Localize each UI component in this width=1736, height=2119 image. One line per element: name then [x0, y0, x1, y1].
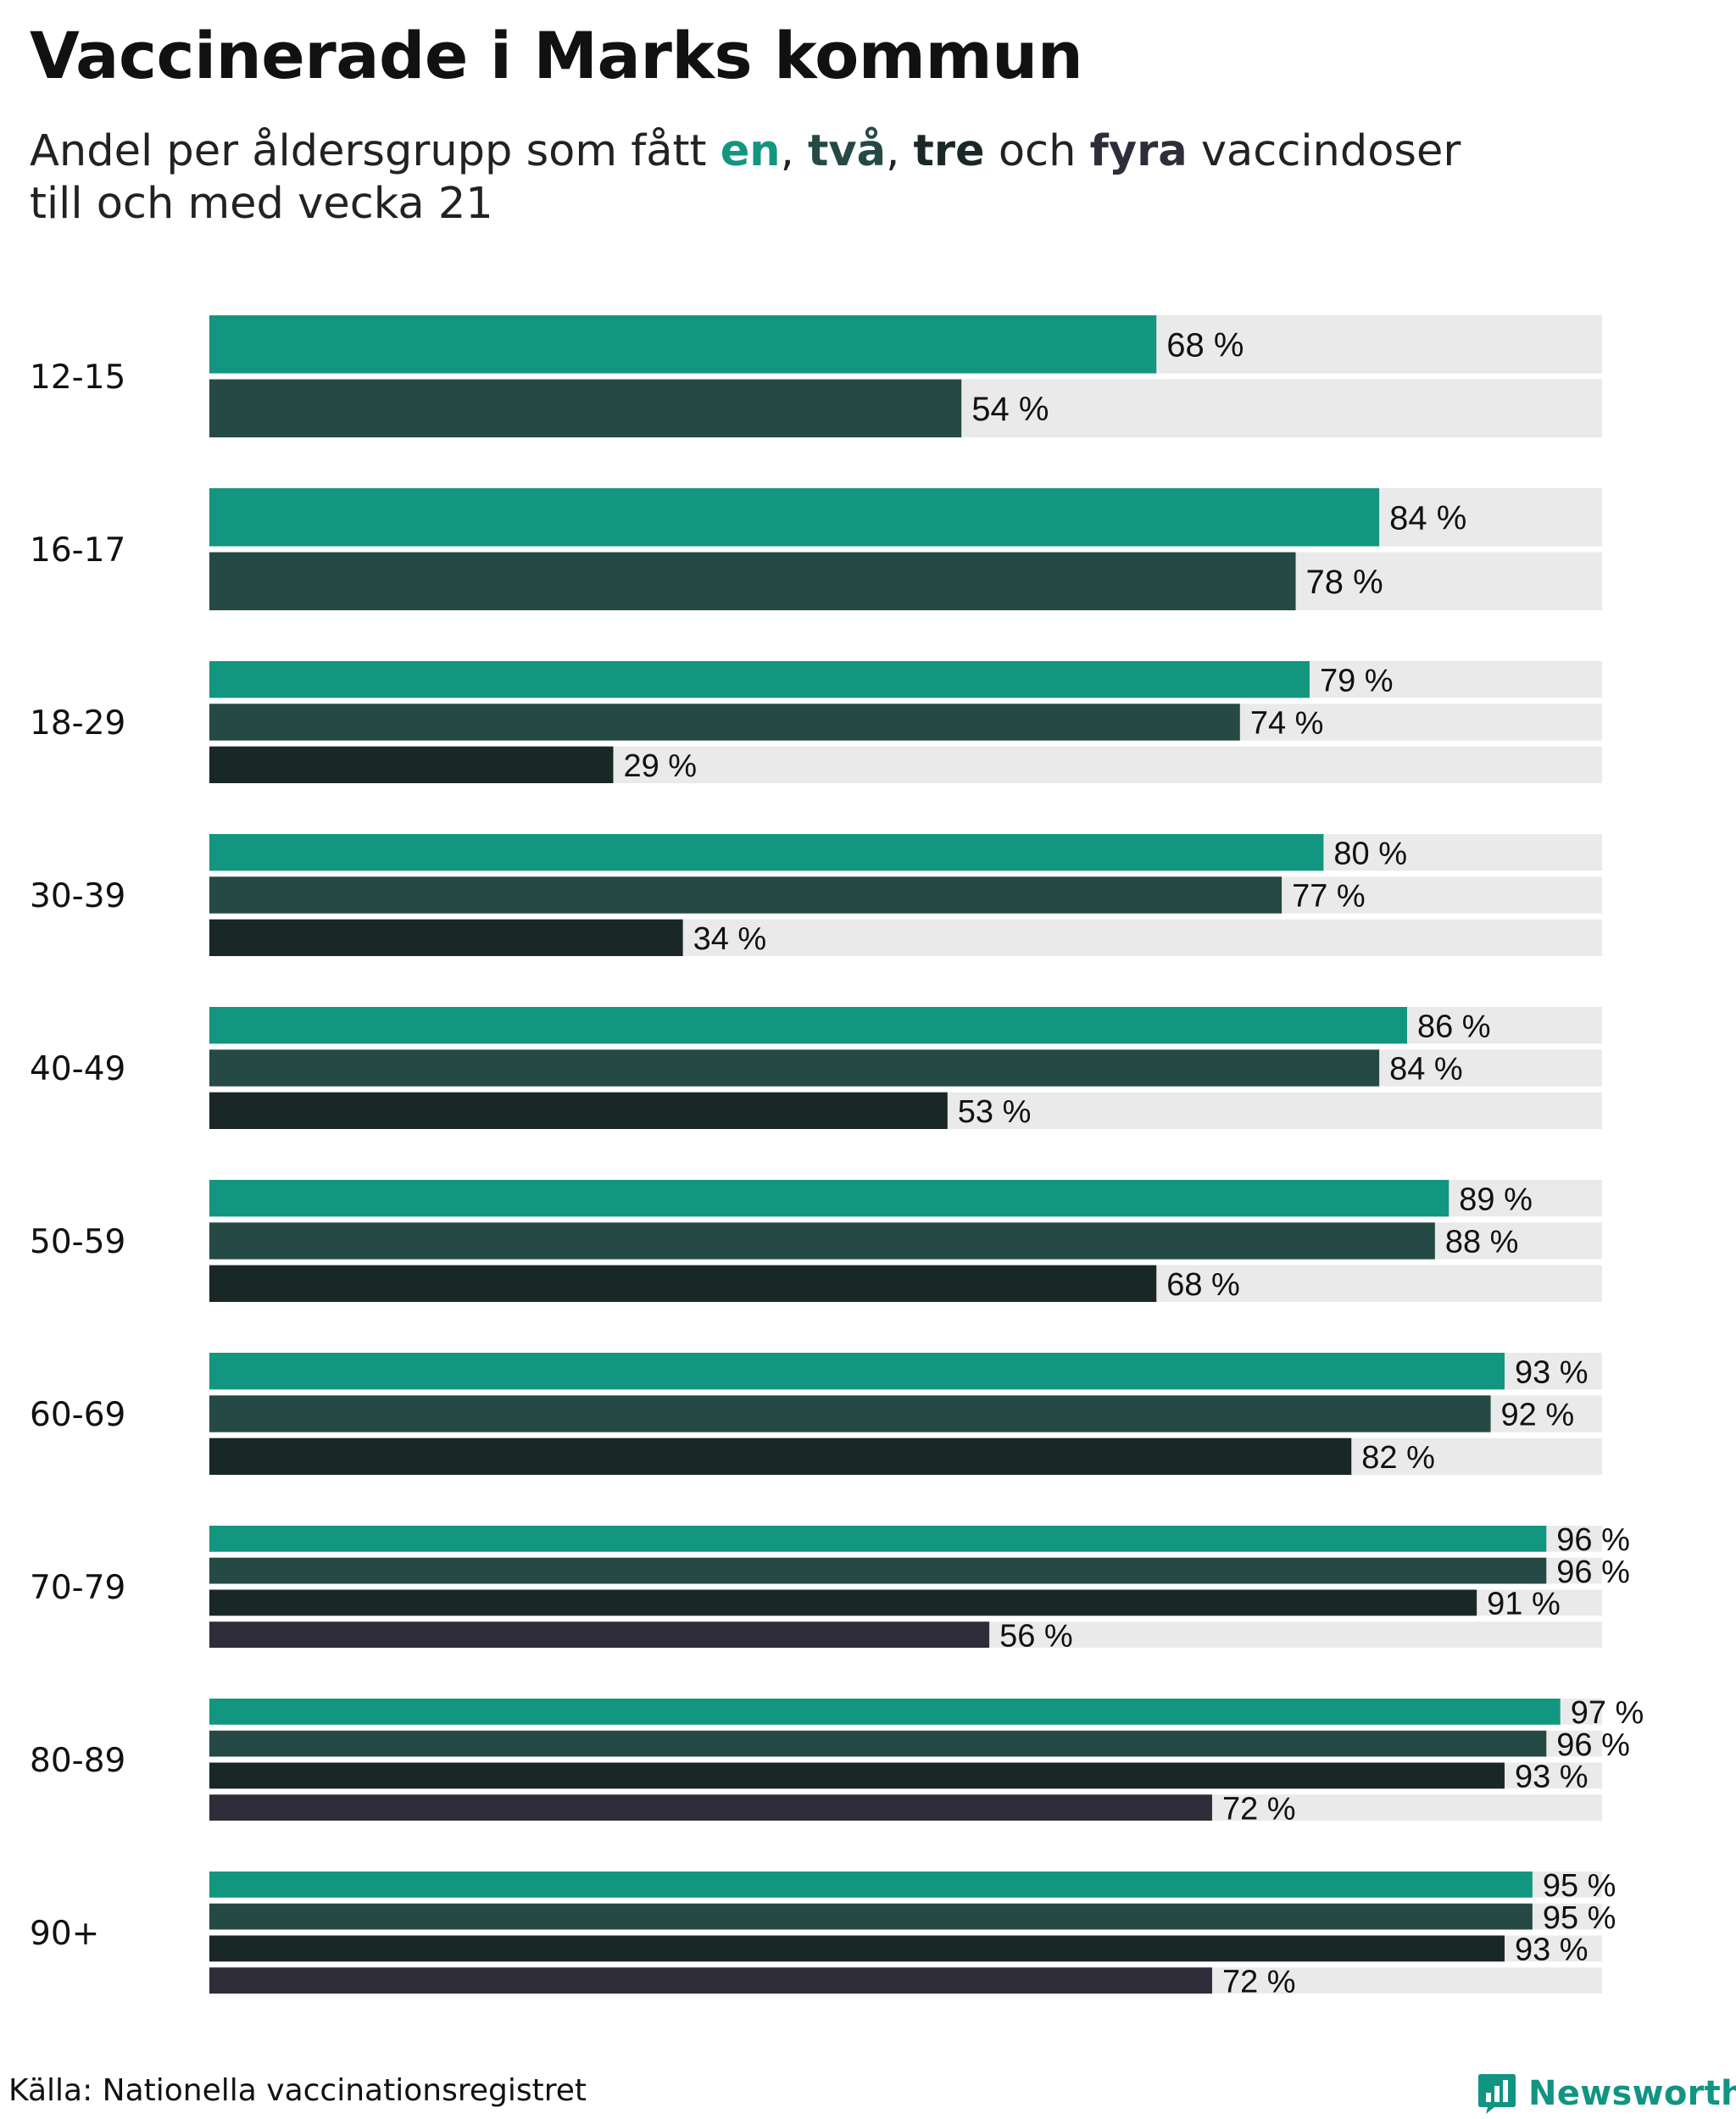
bar	[209, 876, 1283, 914]
data-label: 79 %	[1320, 663, 1394, 698]
category-label: 80-89	[30, 1742, 125, 1780]
subtitle-suffix: vaccindoser	[1187, 126, 1461, 176]
data-label: 74 %	[1250, 706, 1324, 742]
subtitle-prefix: Andel per åldersgrupp som fått	[30, 126, 721, 176]
category-label: 16-17	[30, 531, 125, 570]
bar	[209, 1730, 1547, 1757]
data-label: 97 %	[1571, 1695, 1644, 1731]
data-label: 96 %	[1556, 1522, 1630, 1558]
category-label: 90+	[30, 1915, 99, 1953]
data-label: 56 %	[999, 1618, 1073, 1654]
bar	[209, 1589, 1477, 1616]
chart-subtitle: Andel per åldersgrupp som fått en, två, …	[30, 125, 1640, 231]
bar	[209, 1353, 1505, 1390]
bar	[209, 746, 614, 783]
bar	[209, 1438, 1352, 1475]
data-label: 93 %	[1515, 1933, 1589, 1968]
bar	[209, 552, 1296, 610]
data-label: 80 %	[1333, 836, 1407, 871]
bar	[209, 1222, 1435, 1260]
bar	[209, 488, 1380, 547]
subtitle-separator-2: ,	[886, 126, 914, 176]
bar	[209, 1049, 1380, 1087]
data-label: 96 %	[1556, 1727, 1630, 1763]
category-label: 18-29	[30, 704, 125, 742]
data-label: 78 %	[1306, 564, 1383, 601]
data-label: 68 %	[1166, 1267, 1240, 1303]
bar	[209, 379, 962, 437]
bar	[209, 1395, 1491, 1432]
data-label: 84 %	[1389, 500, 1466, 537]
subtitle-separator-1: ,	[780, 126, 809, 176]
subtitle-separator-3: och	[984, 126, 1090, 176]
bar	[209, 1935, 1505, 1962]
bar	[209, 1557, 1547, 1584]
subtitle-dose-two: två	[808, 126, 887, 176]
data-label: 93 %	[1515, 1760, 1589, 1795]
data-label: 86 %	[1417, 1009, 1491, 1044]
data-label: 68 %	[1166, 327, 1244, 364]
category-label: 60-69	[30, 1396, 125, 1434]
bar	[209, 919, 683, 956]
bar-chart-logo-icon	[1478, 2074, 1516, 2114]
data-label: 89 %	[1459, 1182, 1533, 1217]
category-label: 50-59	[30, 1223, 125, 1261]
brand-name: Newsworthy	[1528, 2074, 1736, 2113]
subtitle-dose-four: fyra	[1089, 126, 1188, 176]
bar	[209, 1699, 1561, 1725]
brand-logo: Newsworthy	[1477, 2068, 1736, 2119]
bar	[209, 1526, 1547, 1552]
bar	[209, 1265, 1157, 1302]
subtitle-dose-one: en	[720, 126, 781, 176]
data-label: 95 %	[1543, 1900, 1616, 1936]
data-label: 72 %	[1222, 1964, 1296, 1999]
bar	[209, 704, 1240, 741]
bar	[209, 1872, 1533, 1898]
data-label: 93 %	[1515, 1354, 1589, 1390]
data-label: 82 %	[1361, 1440, 1435, 1476]
bar	[209, 1007, 1407, 1044]
subtitle-dose-three: tre	[913, 126, 985, 176]
source-note: Källa: Nationella vaccinationsregistret	[8, 2073, 587, 2108]
data-label: 88 %	[1445, 1225, 1519, 1260]
category-label: 40-49	[30, 1050, 125, 1088]
bar	[209, 1794, 1212, 1821]
bar	[209, 834, 1324, 871]
data-label: 72 %	[1222, 1791, 1296, 1827]
bar	[209, 1967, 1212, 1994]
subtitle-period: till och med vecka 21	[30, 179, 493, 229]
bar	[209, 661, 1310, 698]
bar	[209, 1762, 1505, 1789]
data-label: 77 %	[1292, 879, 1366, 915]
category-label: 70-79	[30, 1569, 125, 1607]
data-label: 92 %	[1501, 1398, 1575, 1433]
bar	[209, 1903, 1533, 1930]
bar	[209, 1180, 1449, 1217]
chart-title: Vaccinerade i Marks kommun	[30, 18, 1083, 93]
data-label: 96 %	[1556, 1554, 1630, 1590]
data-label: 54 %	[971, 391, 1049, 428]
data-label: 84 %	[1389, 1052, 1463, 1087]
bar	[209, 315, 1157, 374]
data-label: 53 %	[958, 1094, 1032, 1130]
category-label: 30-39	[30, 877, 125, 915]
data-label: 95 %	[1543, 1868, 1616, 1904]
data-label: 34 %	[693, 921, 767, 957]
category-label: 12-15	[30, 359, 125, 397]
bar	[209, 1621, 990, 1648]
data-label: 29 %	[623, 748, 697, 784]
bar	[209, 1092, 948, 1129]
data-label: 91 %	[1487, 1587, 1561, 1622]
